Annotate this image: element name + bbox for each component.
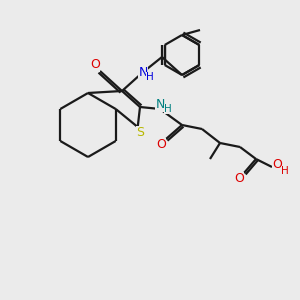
Text: N: N: [138, 65, 148, 79]
Text: H: H: [281, 166, 289, 176]
Text: S: S: [136, 125, 144, 139]
Text: O: O: [234, 172, 244, 184]
Text: O: O: [272, 158, 282, 172]
Text: H: H: [164, 104, 172, 114]
Text: O: O: [156, 137, 166, 151]
Text: N: N: [155, 98, 165, 112]
Text: H: H: [146, 72, 154, 82]
Text: O: O: [90, 58, 100, 71]
